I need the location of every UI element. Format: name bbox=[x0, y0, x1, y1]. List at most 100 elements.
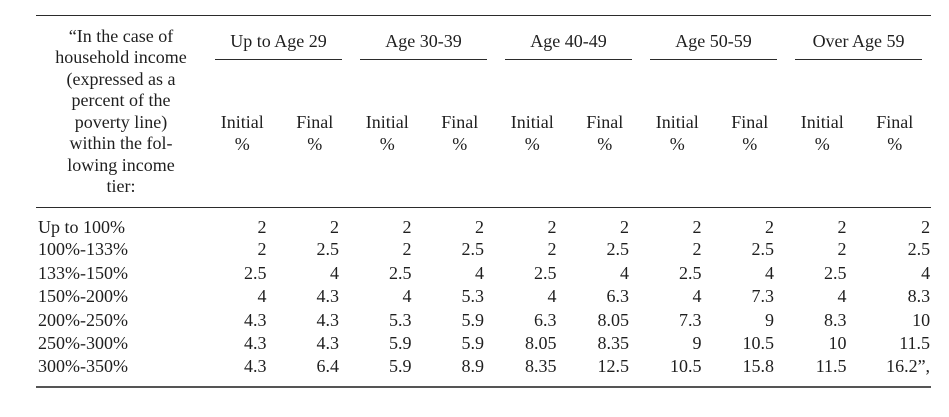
value-cell: 4 bbox=[330, 262, 339, 283]
value-cell: 2 bbox=[547, 217, 557, 237]
value-cell: 4.3 bbox=[316, 309, 340, 330]
value-cell: 2.5 bbox=[244, 262, 267, 283]
value-cell: 4 bbox=[620, 262, 630, 283]
value-cell: 4 bbox=[837, 286, 847, 307]
sub-header-final: Final% bbox=[713, 59, 787, 208]
value-cell: 4.3 bbox=[244, 333, 267, 354]
value-cell: 8.3 bbox=[907, 286, 931, 307]
sub-header-final: Final% bbox=[423, 59, 497, 208]
table-row: 133%-150% 2.5 4 2.5 4 2.5 4 2.5 4 2.5 4 bbox=[36, 262, 931, 286]
value-cell: 5.3 bbox=[461, 286, 485, 307]
value-cell: 2 bbox=[475, 217, 485, 237]
value-cell: 2 bbox=[921, 217, 931, 237]
value-cell: 4.3 bbox=[244, 309, 267, 330]
tier-label: 100%-133% bbox=[38, 239, 128, 260]
tier-label: 200%-250% bbox=[38, 309, 128, 330]
value-cell: 2 bbox=[257, 217, 267, 237]
value-cell: 2.5 bbox=[461, 239, 485, 260]
tier-label: 133%-150% bbox=[38, 262, 128, 283]
value-cell: 2.5 bbox=[534, 262, 557, 283]
value-cell: 6.3 bbox=[534, 309, 557, 330]
age-group-header-row: “In the case of household income (expres… bbox=[36, 15, 931, 208]
value-cell: 2 bbox=[765, 217, 775, 237]
value-cell: 2 bbox=[330, 217, 339, 237]
value-cell: 8.35 bbox=[597, 333, 630, 354]
table-header: “In the case of household income (expres… bbox=[36, 15, 932, 208]
table-row: 150%-200% 4 4.3 4 5.3 4 6.3 4 7.3 4 8.3 bbox=[36, 285, 931, 309]
value-cell: 10 bbox=[912, 309, 931, 330]
row-header-title-line: within the fol- bbox=[69, 133, 173, 153]
value-cell: 8.35 bbox=[525, 355, 557, 376]
value-cell: 7.3 bbox=[679, 309, 702, 330]
row-header-title-line: household income bbox=[55, 47, 187, 67]
value-cell: 2 bbox=[837, 217, 847, 237]
value-cell: 2.5 bbox=[824, 262, 847, 283]
sub-header-initial: Initial% bbox=[641, 59, 714, 208]
value-cell: 11.5 bbox=[815, 355, 847, 376]
value-cell: 10.5 bbox=[742, 333, 775, 354]
value-cell: 2.5 bbox=[606, 239, 630, 260]
value-cell: 8.05 bbox=[597, 309, 630, 330]
tier-label: 300%-350% bbox=[38, 355, 128, 376]
sub-header-final: Final% bbox=[278, 59, 351, 208]
table-row: 100%-133% 2 2.5 2 2.5 2 2.5 2 2.5 2 2.5 bbox=[36, 238, 931, 262]
row-header-title-line: percent of the bbox=[71, 90, 171, 110]
value-cell: 8.9 bbox=[461, 355, 485, 376]
value-cell: 2 bbox=[692, 217, 702, 237]
sub-header-row: Initial% Final% Initial% Final% Initial%… bbox=[36, 59, 932, 208]
value-cell: 7.3 bbox=[751, 286, 775, 307]
table-row: Up to 100% 2 2 2 2 2 2 2 2 2 2 bbox=[36, 208, 931, 239]
row-header-title-line: tier: bbox=[106, 176, 136, 196]
age-group-header-over-59: Over Age 59 bbox=[786, 16, 931, 60]
value-cell: 8.3 bbox=[824, 309, 847, 330]
age-group-header-up-to-29: Up to Age 29 bbox=[206, 16, 351, 60]
value-cell: 5.9 bbox=[389, 333, 412, 354]
value-cell: 9 bbox=[765, 309, 775, 330]
value-cell: 2 bbox=[257, 239, 267, 260]
sub-header-final: Final% bbox=[568, 59, 642, 208]
value-cell: 2 bbox=[547, 239, 557, 260]
value-cell: 4 bbox=[921, 262, 931, 283]
table-body: Up to 100% 2 2 2 2 2 2 2 2 2 2 100%-133% 2 2.5 2 2.5 2 2.… bbox=[36, 208, 931, 387]
value-cell: 4.3 bbox=[316, 286, 340, 307]
value-cell: 4.3 bbox=[316, 333, 340, 354]
value-cell: 4 bbox=[257, 286, 267, 307]
value-cell: 9 bbox=[692, 333, 702, 354]
table-row: 300%-350% 4.3 6.4 5.9 8.9 8.35 12.5 10.5 15.8 11.… bbox=[36, 356, 931, 387]
value-cell: 4 bbox=[765, 262, 775, 283]
age-group-header-40-49: Age 40-49 bbox=[496, 16, 641, 60]
value-cell: 10 bbox=[828, 333, 847, 354]
value-cell: 2.5 bbox=[751, 239, 775, 260]
value-cell: 16.2”, bbox=[886, 355, 931, 376]
row-header-title: “In the case of household income (expres… bbox=[36, 15, 206, 208]
value-cell: 2 bbox=[692, 239, 702, 260]
sub-header-initial: Initial% bbox=[786, 59, 859, 208]
value-cell: 2.5 bbox=[907, 239, 931, 260]
value-cell: 6.3 bbox=[606, 286, 630, 307]
row-header-title-line: “In the case of bbox=[68, 25, 174, 46]
sub-header-initial: Initial% bbox=[496, 59, 569, 208]
value-cell: 8.05 bbox=[525, 333, 557, 354]
value-cell: 2 bbox=[837, 239, 847, 260]
value-cell: 10.5 bbox=[670, 355, 702, 376]
value-cell: 4 bbox=[475, 262, 485, 283]
value-cell: 2 bbox=[402, 239, 412, 260]
tier-label: Up to 100% bbox=[38, 217, 125, 237]
value-cell: 2 bbox=[402, 217, 412, 237]
sub-header-initial: Initial% bbox=[351, 59, 424, 208]
value-cell: 15.8 bbox=[742, 355, 775, 376]
age-group-header-30-39: Age 30-39 bbox=[351, 16, 496, 60]
age-group-header-50-59: Age 50-59 bbox=[641, 16, 786, 60]
value-cell: 4 bbox=[692, 286, 702, 307]
value-cell: 12.5 bbox=[597, 355, 630, 376]
row-header-title-line: poverty line) bbox=[74, 111, 168, 132]
tier-label: 250%-300% bbox=[38, 333, 128, 354]
table-row: 250%-300% 4.3 4.3 5.9 5.9 8.05 8.35 9 10.5 10 11.5 bbox=[36, 332, 931, 356]
value-cell: 2 bbox=[620, 217, 630, 237]
value-cell: 6.4 bbox=[316, 355, 340, 376]
value-cell: 5.3 bbox=[389, 309, 412, 330]
value-cell: 2.5 bbox=[316, 239, 340, 260]
tier-label: 150%-200% bbox=[38, 286, 128, 307]
row-header-title-line: (expressed as a bbox=[66, 68, 176, 89]
